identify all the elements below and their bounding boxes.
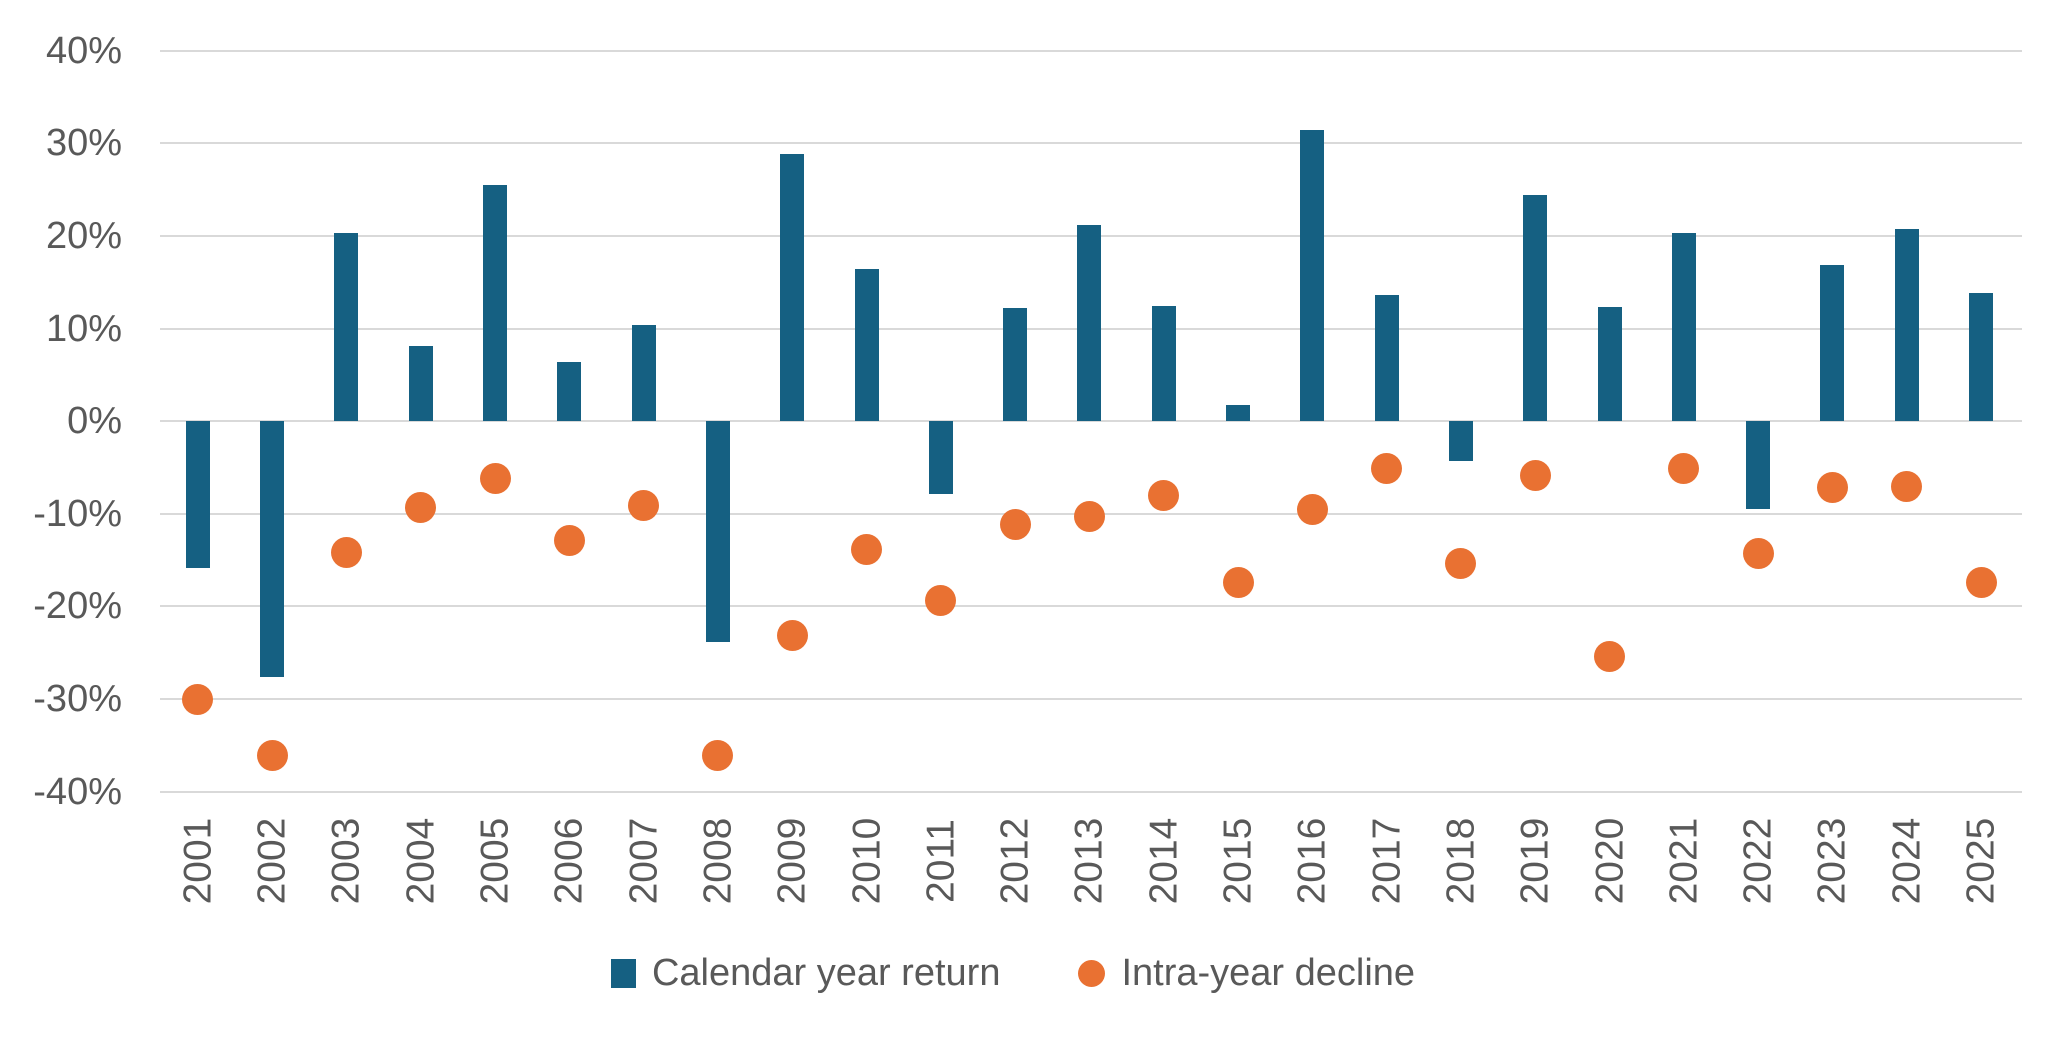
dot-2009 [776,619,808,651]
bar-series-legend-marker-icon [610,959,636,988]
dot-2021 [1668,452,1700,484]
x-axis-label-2019: 2019 [1513,817,1557,905]
x-axis-label-2007: 2007 [622,817,666,905]
bar-2009 [780,154,805,422]
bar-2024 [1894,228,1919,422]
bar-2023 [1820,264,1845,422]
y-axis-label--30%: -30% [33,678,122,721]
x-axis-label-2011: 2011 [919,819,963,903]
legend-item-intra-year-decline: Intra-year decline [1078,952,1415,995]
y-axis-label--20%: -20% [33,585,122,628]
dot-2025 [1965,566,1997,598]
bar-2025 [1969,293,1993,422]
x-axis-label-2022: 2022 [1736,817,1780,905]
x-axis-label-2004: 2004 [399,817,443,905]
x-axis-label-2010: 2010 [845,817,888,905]
dot-2001 [182,683,214,715]
x-axis-label-2024: 2024 [1885,817,1929,905]
y-axis-label-10%: 10% [45,307,122,350]
y-axis-label-20%: 20% [45,214,122,257]
y-axis-label--40%: -40% [33,770,122,813]
bar-2013 [1077,224,1102,422]
bar-2014 [1151,306,1176,422]
x-axis-label-2015: 2015 [1216,817,1260,905]
gridline--40% [160,790,2022,793]
y-axis-label-40%: 40% [45,29,122,72]
dot-2003 [330,537,362,569]
x-axis-label-2025: 2025 [1959,817,2003,905]
dot-2005 [479,463,511,495]
gridline-30% [160,142,2022,145]
x-axis-label-2001: 2001 [176,817,220,905]
x-axis-label-2013: 2013 [1067,817,1111,905]
bar-2012 [1003,308,1028,422]
dot-2004 [405,491,437,523]
legend-item-calendar-year-return: Calendar year return [610,952,1001,995]
bar-2015 [1226,404,1250,422]
x-axis-label-2002: 2002 [250,817,294,905]
gridline-0% [160,420,2022,423]
dot-2002 [256,740,288,772]
x-axis-label-2020: 2020 [1588,817,1631,905]
dot-2022 [1742,538,1774,570]
gridline--20% [160,605,2022,608]
y-axis-label--10%: -10% [33,492,122,535]
dot-2020 [1594,641,1625,672]
x-axis-label-2009: 2009 [770,817,814,905]
gridline--30% [160,698,2022,701]
legend-label-intra-year-decline: Intra-year decline [1121,952,1416,994]
bar-2004 [408,346,433,422]
bar-2002 [260,421,285,677]
dot-2016 [1296,493,1328,525]
scatter-series-legend-marker-icon [1078,960,1106,987]
bar-2017 [1374,295,1399,422]
y-axis-label-30%: 30% [45,122,122,165]
bar-2019 [1523,195,1548,422]
dot-2012 [999,508,1031,540]
bar-2022 [1746,421,1771,510]
x-axis-label-2005: 2005 [473,817,517,905]
x-axis-label-2008: 2008 [696,817,740,905]
dot-2014 [1148,479,1180,511]
bar-2008 [705,421,730,642]
x-axis-label-2012: 2012 [993,817,1037,905]
dot-2023 [1816,472,1848,504]
bar-2007 [631,324,656,422]
dot-2010 [851,534,882,566]
dot-2011 [925,585,957,617]
chart-legend: Calendar year return Intra-year decline [0,952,2026,995]
bar-2011 [928,421,953,495]
x-axis-label-2006: 2006 [547,817,591,905]
x-axis-label-2018: 2018 [1439,817,1483,905]
x-axis-label-2017: 2017 [1365,817,1409,905]
dot-2019 [1519,460,1551,492]
gridline-40% [160,49,2022,52]
x-axis-label-2016: 2016 [1290,817,1334,905]
legend-label-calendar-year-return: Calendar year return [651,952,1001,994]
dot-2006 [553,525,585,557]
bar-2006 [557,361,582,422]
x-axis-label-2023: 2023 [1810,817,1854,905]
y-axis-label-0%: 0% [67,400,122,443]
bar-2021 [1671,233,1696,422]
dot-2018 [1445,548,1477,580]
bar-2018 [1448,421,1473,462]
x-axis-label-2021: 2021 [1662,817,1706,905]
bar-2016 [1300,130,1325,422]
dot-2015 [1222,566,1254,598]
x-axis-label-2003: 2003 [324,817,368,905]
dot-2007 [628,490,660,521]
bar-2010 [854,269,879,422]
dot-2017 [1371,452,1403,484]
x-axis-label-2014: 2014 [1142,817,1186,905]
dot-2008 [702,740,734,772]
bar-2005 [483,184,507,422]
dot-2013 [1073,501,1105,533]
bar-2003 [334,233,359,422]
bar-2020 [1597,307,1622,422]
dot-2024 [1891,470,1923,502]
bar-2001 [185,421,210,569]
